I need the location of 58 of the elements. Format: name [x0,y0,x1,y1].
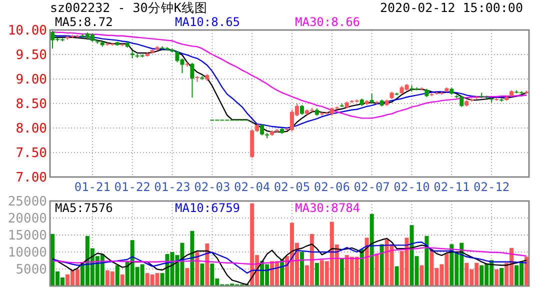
bar [190,230,194,286]
bar [370,214,374,286]
candlestick [190,62,194,98]
bar [500,268,504,286]
x-tick-label: 01-23 [154,180,190,194]
x-tick-label: 02-06 [314,180,350,194]
x-tick-label: 02-04 [234,180,270,194]
chart-subtitle: 2020-02-12 15:00:00 [380,0,523,15]
y-tick-label: 10.00 [8,24,47,38]
text: MA30:8784 [295,201,360,215]
line-series [52,246,528,265]
x-tick-label: 02-03 [194,180,230,194]
bar [300,252,304,286]
y-tick-label: 7.50 [16,146,47,161]
y-tick-label: 15000 [8,228,47,244]
bar [424,236,429,286]
candlestick [260,124,264,136]
x-tick-label: 02-11 [434,180,470,194]
chart-title: sz002232 - 30分钟K线图 [50,0,208,15]
y-tick-label: 5000 [16,262,47,278]
bar [364,238,369,286]
text: MA30:8.66 [295,15,360,29]
bar [374,254,379,286]
bar [314,262,319,286]
bar [120,274,124,286]
series-label: MA10:8.65 [175,15,240,29]
bar [340,258,344,286]
x-tick-label: 02-07 [354,180,390,194]
series-label: MA5:8.72 [55,15,113,29]
x-tick-label: 02-12 [474,180,510,194]
candlestick [300,104,304,116]
bar [205,244,210,286]
bar [420,265,424,286]
bar [195,252,200,286]
text: MA5:7576 [55,201,113,215]
x-tick-label: 02-05 [274,180,310,194]
x-tick-label: 01-21 [74,180,110,194]
line-series [52,242,528,274]
x-tick-label: 01-22 [114,180,150,194]
line-series [52,238,528,286]
y-tick-label: 25000 [8,194,47,210]
bar [185,268,190,286]
bar [115,265,120,286]
y-tick-label: 8.50 [16,97,47,112]
bar [380,244,384,286]
bar [394,266,399,286]
y-tick-label: 9.00 [16,72,47,88]
bar [524,256,529,286]
y-tick-label: 9.50 [16,48,47,63]
y-tick-label: 20000 [8,212,47,226]
x-tick-label: 02-10 [394,180,430,194]
y-tick-label: 10000 [8,246,47,260]
text: MA10:6759 [175,201,240,215]
bar [200,264,204,286]
bar [494,269,499,286]
y-tick-label: 7.00 [16,170,47,186]
candlestick [370,93,374,104]
y-tick-label: 8.00 [16,122,47,136]
